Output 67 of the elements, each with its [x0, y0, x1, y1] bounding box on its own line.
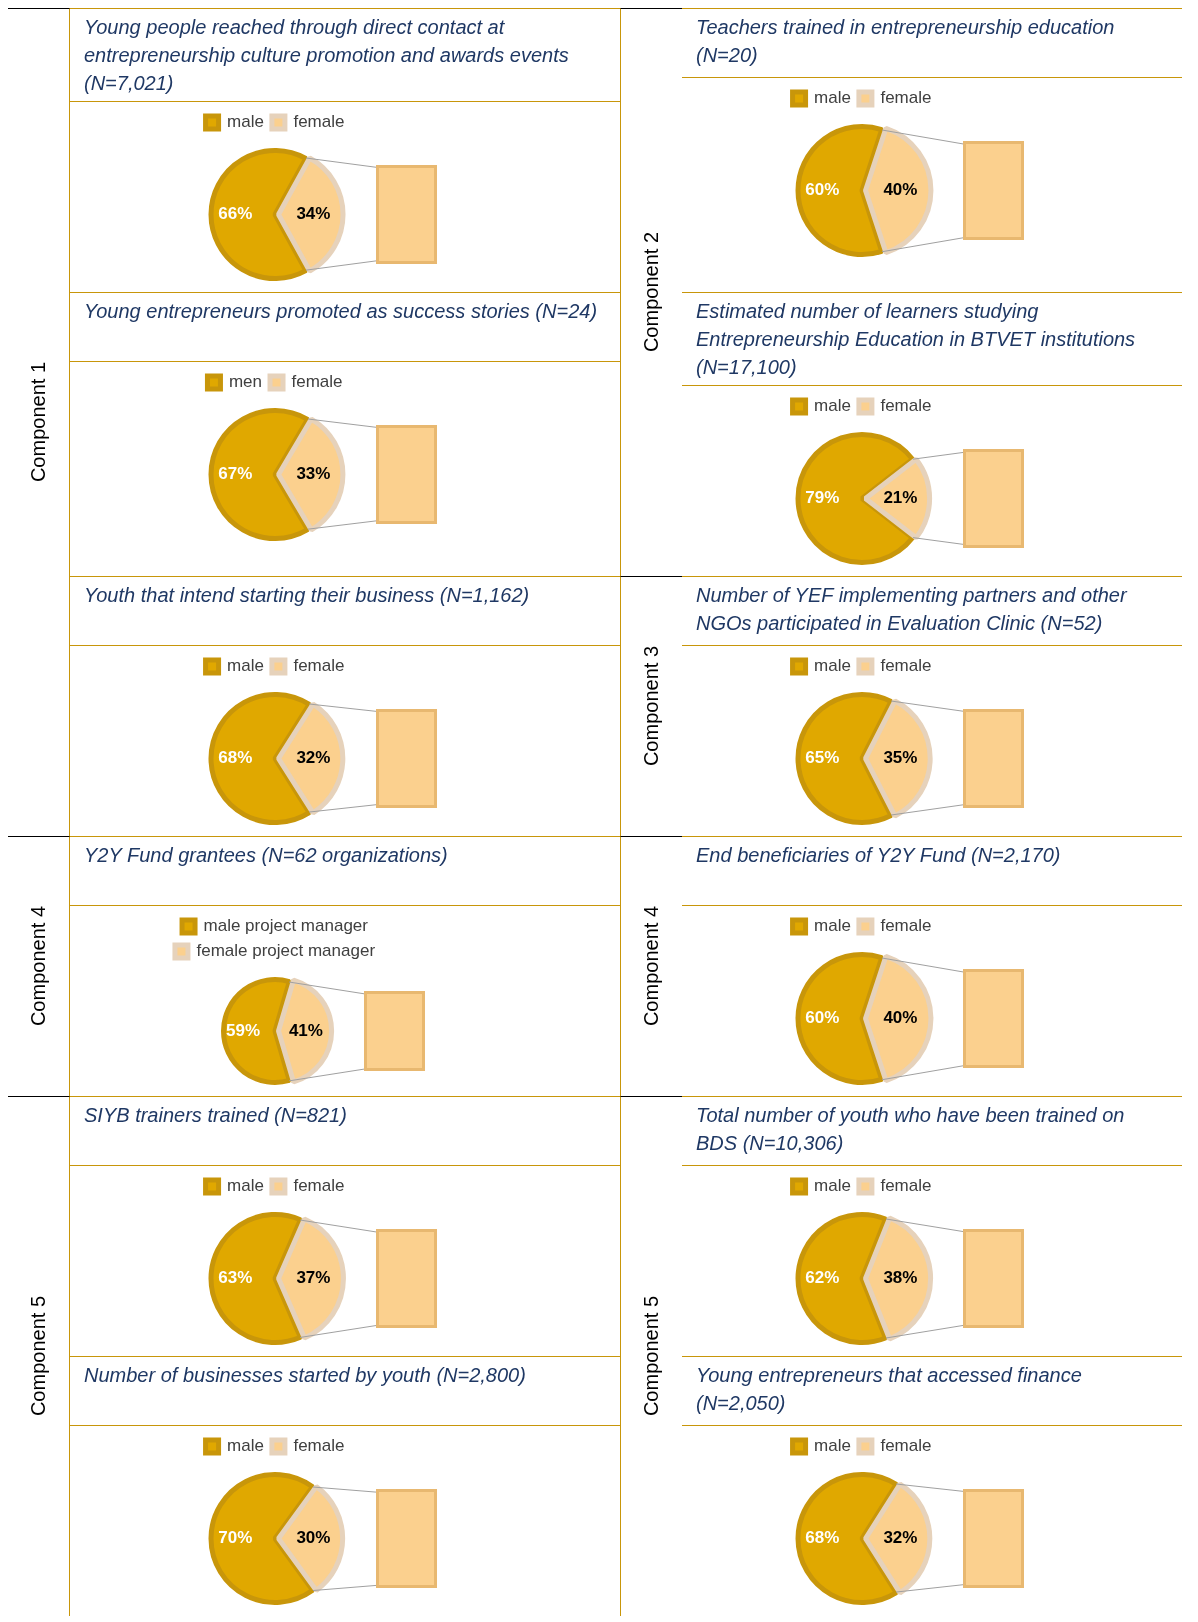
- text: Component 1: [27, 362, 50, 483]
- data-label: 32%: [883, 1528, 918, 1548]
- chart-title: Teachers trained in entrepreneurship education (N=20): [682, 9, 1182, 78]
- chart-title: End beneficiaries of Y2Y Fund (N=2,170): [682, 837, 1182, 906]
- chart-title: SIYB trainers trained (N=821): [70, 1097, 620, 1166]
- data-label: 40%: [883, 180, 918, 200]
- data-label: 30%: [296, 1528, 331, 1548]
- data-label: 67%: [218, 464, 253, 484]
- legend-label: male: [814, 396, 851, 416]
- chart-title: Estimated number of learners studying Entrepreneurship Education in BTVET institutions (N=17,100): [682, 293, 1182, 386]
- data-label: 70%: [218, 1528, 253, 1548]
- data-label: 65%: [805, 748, 840, 768]
- chart-title: Young entrepreneurs that accessed finance (N=2,050): [682, 1357, 1182, 1426]
- data-label: 79%: [805, 488, 840, 508]
- data-label: 41%: [288, 1020, 323, 1040]
- legend-label: male: [814, 1436, 851, 1456]
- text: Component 5: [640, 1296, 663, 1417]
- chart-title: Young people reached through direct contact at entrepreneurship culture promotion and awards events (N=7,021): [70, 9, 620, 102]
- legend-label: male: [227, 656, 264, 676]
- data-label: 59%: [226, 1020, 261, 1040]
- legend-label: female: [880, 88, 932, 108]
- data-label: 68%: [218, 748, 253, 768]
- legend-label: female: [293, 112, 345, 132]
- legend-label: female: [293, 1176, 345, 1196]
- chart-title: Total number of youth who have been trained on BDS (N=10,306): [682, 1097, 1182, 1166]
- legend-label: male: [227, 112, 264, 132]
- legend-label: female: [880, 1176, 932, 1196]
- legend-label: female project manager: [196, 941, 376, 961]
- legend-label: female: [293, 656, 345, 676]
- text: Component 4: [640, 906, 663, 1027]
- data-label: 21%: [883, 488, 918, 508]
- chart-title: Young entrepreneurs promoted as success stories (N=24): [70, 293, 620, 362]
- data-label: 32%: [296, 748, 331, 768]
- text: Component 4: [27, 906, 50, 1027]
- legend-label: male project manager: [203, 916, 369, 936]
- data-label: 60%: [805, 1008, 840, 1028]
- legend-label: men: [228, 372, 263, 392]
- data-label: 60%: [805, 180, 840, 200]
- legend-label: female: [880, 396, 932, 416]
- data-label: 66%: [218, 204, 253, 224]
- chart-title: Number of businesses started by youth (N=2,800): [70, 1357, 620, 1426]
- data-label: 35%: [883, 748, 918, 768]
- data-label: 38%: [883, 1268, 918, 1288]
- chart-title: Y2Y Fund grantees (N=62 organizations): [70, 837, 620, 906]
- data-label: 68%: [805, 1528, 840, 1548]
- legend-label: female: [880, 916, 932, 936]
- legend-label: male: [814, 916, 851, 936]
- legend-label: female: [293, 1436, 345, 1456]
- legend-label: female: [880, 656, 932, 676]
- data-label: 62%: [805, 1268, 840, 1288]
- data-label: 63%: [218, 1268, 253, 1288]
- chart-title: Number of YEF implementing partners and other NGOs participated in Evaluation Clinic (N=52): [682, 577, 1182, 646]
- legend-label: male: [227, 1436, 264, 1456]
- text: Component 5: [27, 1296, 50, 1417]
- text: Component 2: [640, 232, 663, 353]
- legend-label: female: [291, 372, 343, 392]
- legend-label: female: [880, 1436, 932, 1456]
- data-label: 37%: [296, 1268, 331, 1288]
- legend-label: male: [814, 656, 851, 676]
- legend-label: male: [227, 1176, 264, 1196]
- legend-label: male: [814, 1176, 851, 1196]
- data-label: 40%: [883, 1008, 918, 1028]
- chart-title: Youth that intend starting their business (N=1,162): [70, 577, 620, 646]
- data-label: 33%: [296, 464, 331, 484]
- text: Component 3: [640, 646, 663, 767]
- data-label: 34%: [296, 204, 331, 224]
- legend-label: male: [814, 88, 851, 108]
